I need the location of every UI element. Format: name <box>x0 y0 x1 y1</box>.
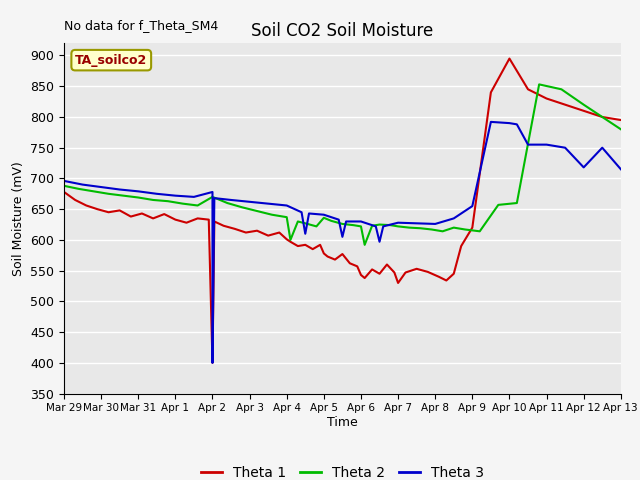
Y-axis label: Soil Moisture (mV): Soil Moisture (mV) <box>12 161 25 276</box>
Text: No data for f_Theta_SM4: No data for f_Theta_SM4 <box>64 19 218 32</box>
Text: TA_soilco2: TA_soilco2 <box>75 54 147 67</box>
X-axis label: Time: Time <box>327 416 358 429</box>
Legend: Theta 1, Theta 2, Theta 3: Theta 1, Theta 2, Theta 3 <box>195 460 490 480</box>
Title: Soil CO2 Soil Moisture: Soil CO2 Soil Moisture <box>252 22 433 40</box>
